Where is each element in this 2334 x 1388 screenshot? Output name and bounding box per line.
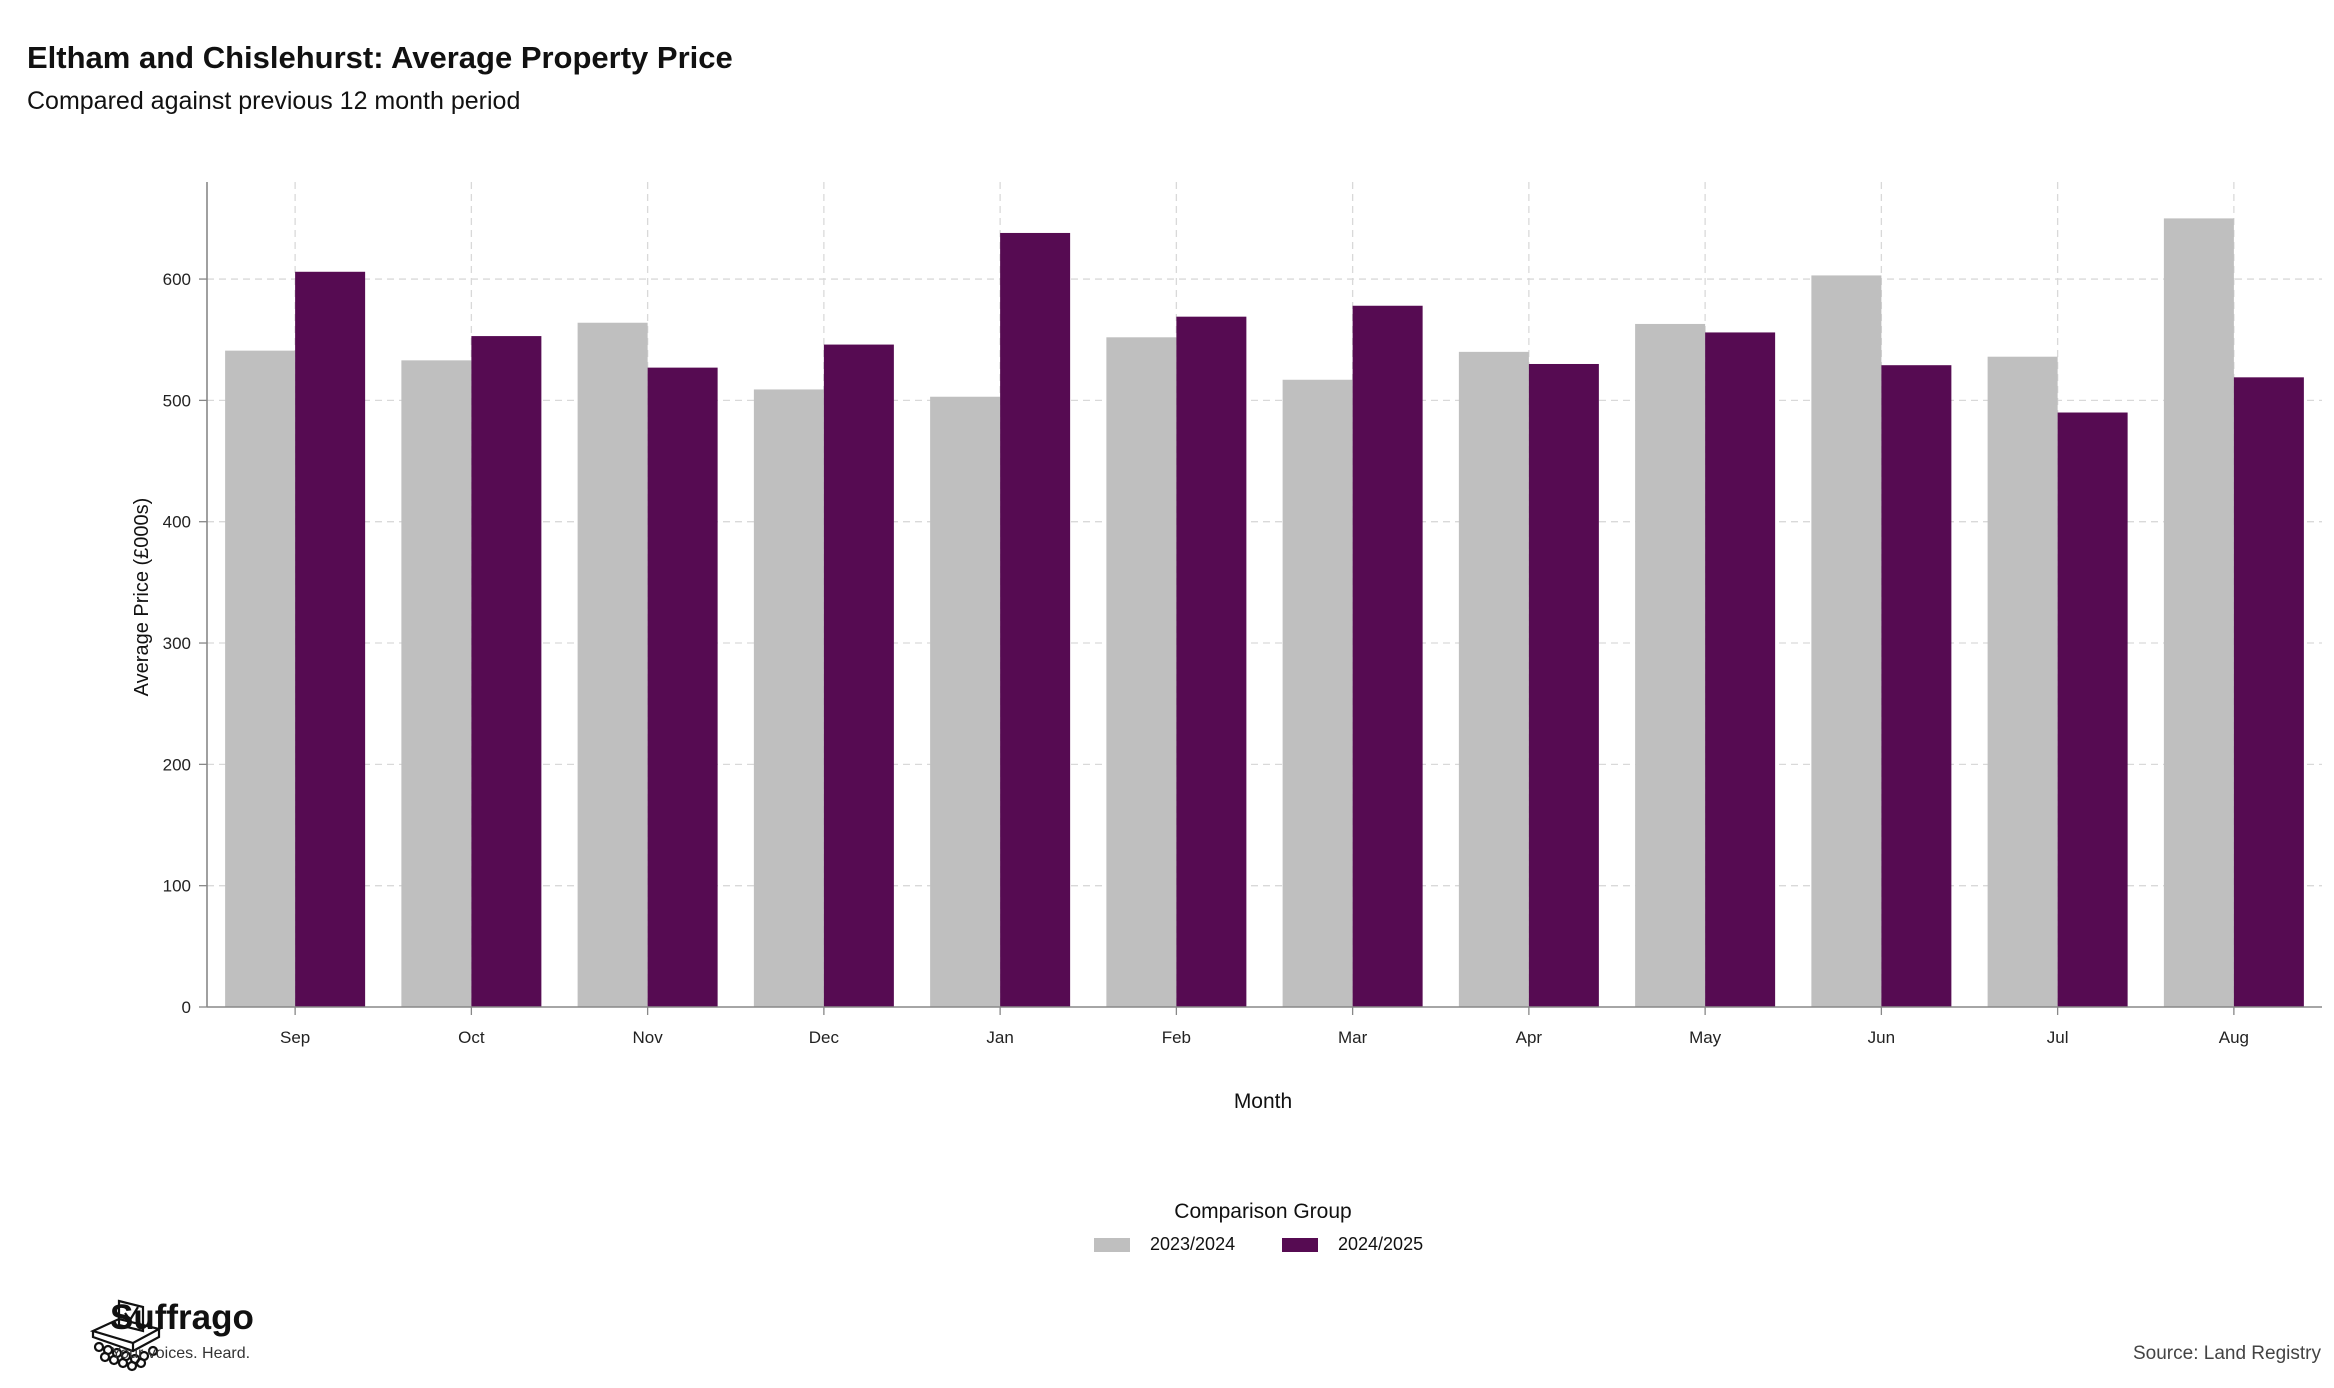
chart-title: Eltham and Chislehurst: Average Property… <box>27 40 733 75</box>
bar-2024-2025-may <box>1705 332 1776 1007</box>
legend-title: Comparison Group <box>1174 1200 1352 1223</box>
bar-2024-2025-feb <box>1176 316 1247 1007</box>
chart-subtitle: Compared against previous 12 month perio… <box>27 87 521 115</box>
y-tick-label: 200 <box>163 755 191 774</box>
legend-swatch-2024-2025 <box>1282 1237 1318 1252</box>
bar-2023-2024-jun <box>1811 275 1882 1007</box>
x-axis-label: Month <box>1234 1090 1292 1113</box>
bar-2024-2025-apr <box>1528 363 1599 1007</box>
bar-2023-2024-jul <box>1987 356 2058 1007</box>
bar-2023-2024-sep <box>225 350 296 1007</box>
bar-2023-2024-feb <box>1106 337 1177 1007</box>
legend-item-2023-2024: 2023/2024 <box>1094 1234 1235 1255</box>
bar-chart: 0 100 200 300 400 500 600 Sep Oct Nov Dec Jan Feb Mar… <box>131 182 2322 1113</box>
bar-2024-2025-dec <box>823 344 894 1008</box>
x-tick-label-jan: Jan <box>986 1028 1013 1047</box>
axes: 0 100 200 300 400 500 600 Sep Oct Nov Dec Jan Feb Mar… <box>163 182 2322 1047</box>
x-tick-label-apr: Apr <box>1516 1028 1543 1047</box>
x-tick-label-nov: Nov <box>633 1028 664 1047</box>
bar-2023-2024-aug <box>2163 218 2234 1007</box>
x-tick-label-oct: Oct <box>458 1028 485 1047</box>
y-tick-label: 400 <box>163 513 191 532</box>
bar-2023-2024-apr <box>1458 351 1529 1008</box>
bar-2023-2024-nov <box>577 322 648 1007</box>
bar-2023-2024-dec <box>753 389 824 1007</box>
bar-2024-2025-mar <box>1352 305 1423 1007</box>
y-tick-label: 100 <box>163 877 191 896</box>
x-tick-label-feb: Feb <box>1162 1028 1191 1047</box>
x-tick-label-mar: Mar <box>1338 1028 1368 1047</box>
x-tick-label-may: May <box>1689 1028 1722 1047</box>
y-tick-label: 0 <box>182 998 191 1017</box>
y-tick-label: 600 <box>163 270 191 289</box>
bar-2023-2024-mar <box>1282 379 1353 1008</box>
legend-item-2024-2025: 2024/2025 <box>1282 1234 1423 1255</box>
bar-2023-2024-oct <box>401 360 472 1007</box>
brand-tagline: Your voices. Heard. <box>111 1345 251 1362</box>
bar-2024-2025-jul <box>2057 412 2128 1007</box>
x-tick-label-dec: Dec <box>809 1028 840 1047</box>
bars <box>225 218 2304 1008</box>
y-axis-label: Average Price (£000s) <box>131 498 153 697</box>
bar-2023-2024-may <box>1635 323 1706 1008</box>
legend-label-2024-2025: 2024/2025 <box>1338 1234 1424 1254</box>
y-tick-label: 300 <box>163 634 191 653</box>
ballot-box-icon <box>89 1299 163 1372</box>
y-tick-label: 500 <box>163 391 191 410</box>
x-tick-label-jul: Jul <box>2047 1028 2069 1047</box>
bar-2024-2025-jun <box>1881 365 1952 1008</box>
bar-2024-2025-oct <box>471 336 542 1007</box>
x-tick-label-jun: Jun <box>1868 1028 1895 1047</box>
source-note: Source: Land Registry <box>2133 1343 2321 1364</box>
brand-name: Suffrago <box>110 1298 254 1337</box>
bar-2024-2025-aug <box>2233 377 2304 1007</box>
bar-2023-2024-jan <box>930 396 1001 1007</box>
x-tick-label-sep: Sep <box>280 1028 310 1047</box>
legend-swatch-2023-2024 <box>1094 1237 1130 1252</box>
bar-2024-2025-jan <box>1000 232 1071 1008</box>
bar-2024-2025-nov <box>647 367 718 1007</box>
x-tick-label-aug: Aug <box>2219 1028 2249 1047</box>
legend-label-2023-2024: 2023/2024 <box>1150 1234 1236 1254</box>
bar-2024-2025-sep <box>295 271 366 1007</box>
